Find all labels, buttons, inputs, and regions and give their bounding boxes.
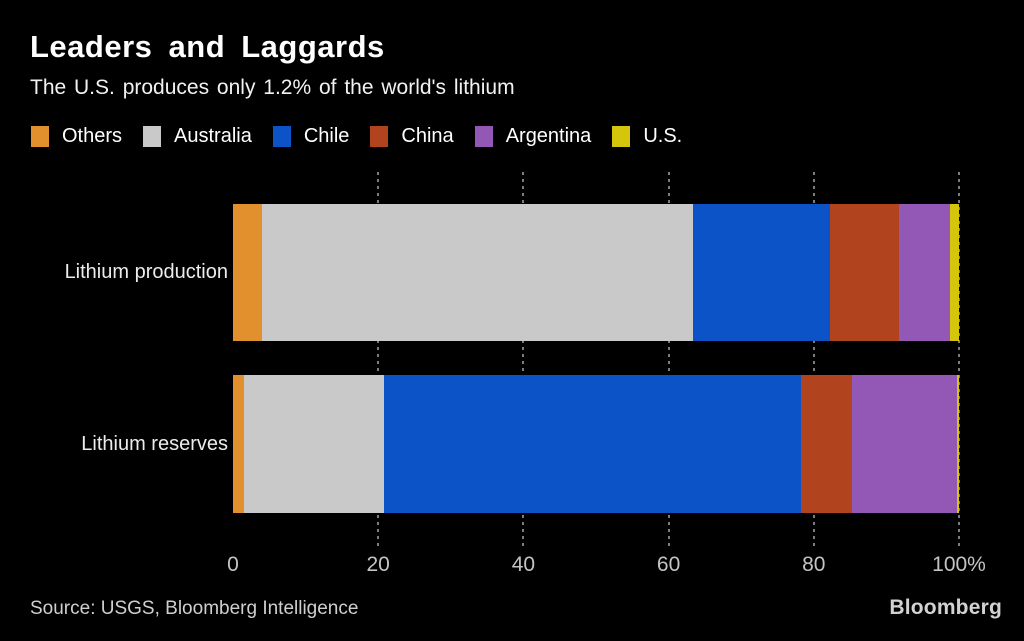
legend-item-argentina: Argentina (474, 125, 592, 148)
legend-item-china: China (370, 125, 454, 148)
x-tick-label-80: 80 (802, 553, 826, 576)
legend-label: Chile (303, 125, 350, 147)
category-label-lithium-reserves: Lithium reserves (81, 432, 228, 455)
legend-swatch-chile (272, 126, 291, 147)
legend-item-others: Others (31, 125, 122, 148)
bar-segment-lithium-production-u-s (950, 204, 959, 341)
bloomberg-logo: Bloomberg (889, 596, 1002, 619)
bar-segment-lithium-reserves-australia (243, 375, 384, 513)
chart-title: Leaders and Laggards (30, 29, 385, 64)
category-label-lithium-production: Lithium production (64, 261, 228, 283)
gridline-100 (958, 172, 960, 548)
bar-lithium-reserves (233, 375, 959, 513)
bar-segment-lithium-production-australia (262, 204, 694, 341)
legend-label: Argentina (505, 125, 592, 147)
bar-segment-lithium-reserves-u-s (956, 375, 959, 513)
legend: Others Australia Chile China Argentina U.S. (31, 125, 682, 148)
bar-segment-lithium-production-chile (693, 204, 830, 341)
legend-label: Australia (174, 125, 252, 147)
gridline-60 (667, 172, 670, 548)
bar-segment-lithium-reserves-others (233, 375, 244, 513)
legend-swatch-others (31, 126, 49, 147)
source-text: Source: USGS, Bloomberg Intelligence (30, 598, 359, 619)
legend-swatch-china (370, 126, 389, 147)
x-tick-label-0: 0 (227, 553, 239, 576)
x-tick-label-100: 100% (932, 553, 986, 576)
legend-item-u-s: U.S. (612, 125, 682, 148)
x-tick-label-20: 20 (366, 553, 390, 576)
bar-segment-lithium-reserves-argentina (851, 375, 957, 513)
gridline-40 (522, 172, 525, 548)
legend-item-australia: Australia (143, 125, 252, 148)
x-tick-label-40: 40 (511, 553, 536, 576)
bar-segment-lithium-reserves-china (800, 375, 852, 513)
gridline-20 (377, 172, 380, 548)
bar-segment-lithium-reserves-chile (383, 375, 801, 513)
bar-lithium-production (233, 204, 959, 341)
legend-label: Others (62, 125, 123, 147)
chart-subtitle: The U.S. produces only 1.2% of the world… (30, 76, 515, 99)
bar-segment-lithium-production-argentina (898, 204, 951, 341)
legend-item-chile: Chile (272, 125, 350, 148)
legend-label: China (401, 125, 454, 147)
bar-segment-lithium-production-china (829, 204, 899, 341)
legend-label: U.S. (643, 125, 683, 147)
gridline-80 (812, 172, 815, 548)
bar-segment-lithium-production-others (233, 204, 263, 341)
x-tick-label-60: 60 (656, 553, 681, 576)
legend-swatch-australia (143, 126, 162, 147)
legend-swatch-u-s (612, 126, 631, 147)
legend-swatch-argentina (474, 126, 493, 147)
